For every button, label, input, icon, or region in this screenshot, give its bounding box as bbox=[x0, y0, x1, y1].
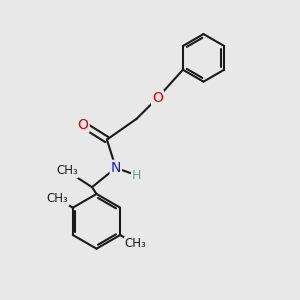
Text: O: O bbox=[78, 118, 88, 132]
Text: CH₃: CH₃ bbox=[46, 192, 68, 205]
Text: O: O bbox=[152, 91, 163, 105]
Text: CH₃: CH₃ bbox=[125, 237, 146, 250]
Text: CH₃: CH₃ bbox=[56, 164, 78, 177]
Text: H: H bbox=[132, 169, 141, 182]
Text: N: N bbox=[111, 161, 121, 175]
